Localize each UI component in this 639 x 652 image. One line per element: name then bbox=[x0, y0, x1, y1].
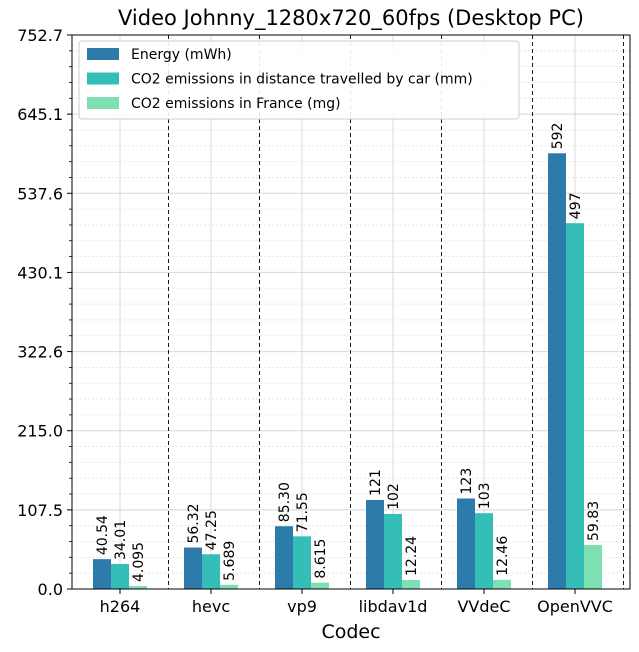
y-tick-label: 322.6 bbox=[17, 343, 63, 362]
x-tick-label: hevc bbox=[192, 597, 230, 616]
bar bbox=[275, 526, 293, 589]
data-label: 56.32 bbox=[186, 503, 202, 543]
legend-label: Energy (mWh) bbox=[131, 47, 232, 63]
data-labels: 40.54 56.32 85.30 121 123 592 34.01 47.25 71.55 1… bbox=[95, 123, 602, 582]
bar bbox=[566, 223, 584, 589]
bar bbox=[311, 582, 329, 589]
plot-frame bbox=[71, 34, 631, 590]
bar bbox=[457, 498, 475, 589]
y-axis: 0.0 107.5 215.0 322.6 430.1 537.6 645.1 752.7 bbox=[17, 26, 72, 599]
legend-label: CO2 emissions in distance travelled by c… bbox=[131, 72, 473, 88]
bar bbox=[402, 579, 420, 589]
data-label: 123 bbox=[459, 468, 475, 495]
chart-title: Video Johnny_1280x720_60fps (Desktop PC) bbox=[118, 6, 584, 31]
bar bbox=[220, 584, 238, 589]
bar bbox=[584, 544, 602, 589]
data-label: 497 bbox=[568, 192, 584, 219]
y-tick-label: 0.0 bbox=[38, 580, 63, 599]
legend-swatch bbox=[87, 97, 119, 109]
legend-swatch bbox=[87, 72, 119, 85]
x-tick-label: vp9 bbox=[287, 597, 317, 616]
data-label: 121 bbox=[368, 469, 384, 496]
x-tick-label: libdav1d bbox=[359, 597, 428, 616]
y-tick-label: 430.1 bbox=[17, 263, 63, 282]
legend-box bbox=[78, 40, 520, 120]
category-separators bbox=[168, 35, 624, 589]
bar bbox=[184, 547, 202, 589]
bar bbox=[129, 585, 147, 589]
legend-label: CO2 emissions in France (mg) bbox=[131, 96, 341, 112]
x-tick-label: h264 bbox=[100, 597, 141, 616]
data-label: 85.30 bbox=[277, 482, 293, 522]
data-label: 71.55 bbox=[295, 492, 311, 532]
y-tick-label: 645.1 bbox=[17, 105, 63, 124]
data-label: 592 bbox=[550, 123, 566, 150]
data-label: 4.095 bbox=[131, 542, 147, 582]
bar bbox=[475, 513, 493, 589]
data-label: 59.83 bbox=[586, 501, 602, 541]
legend-swatch bbox=[87, 48, 119, 60]
bar bbox=[493, 579, 511, 589]
bar bbox=[384, 513, 402, 589]
x-axis: h264 hevc vp9 libdav1d VVdeC OpenVVC bbox=[100, 589, 613, 616]
bar bbox=[202, 554, 220, 589]
y-tick-label: 107.5 bbox=[17, 501, 63, 520]
y-tick-label: 215.0 bbox=[17, 422, 63, 441]
bars bbox=[93, 153, 602, 589]
data-label: 12.24 bbox=[404, 536, 420, 576]
y-tick-label: 537.6 bbox=[17, 184, 63, 203]
data-label: 102 bbox=[386, 483, 402, 510]
x-axis-title: Codec bbox=[321, 621, 380, 643]
bar bbox=[293, 536, 311, 589]
x-tick-label: VVdeC bbox=[457, 597, 510, 616]
data-label: 34.01 bbox=[113, 520, 129, 560]
data-label: 47.25 bbox=[204, 510, 220, 550]
data-label: 40.54 bbox=[95, 515, 111, 555]
x-tick-label: OpenVVC bbox=[537, 597, 613, 616]
y-tick-label: 752.7 bbox=[17, 26, 63, 45]
data-label: 103 bbox=[477, 482, 493, 509]
bar bbox=[93, 559, 111, 589]
bar bbox=[366, 499, 384, 589]
data-label: 8.615 bbox=[313, 539, 329, 579]
data-label: 5.689 bbox=[222, 541, 238, 581]
legend: Energy (mWh) CO2 emissions in distance tr… bbox=[78, 40, 520, 120]
bar bbox=[548, 153, 566, 589]
data-label: 12.46 bbox=[495, 536, 511, 576]
bar bbox=[111, 563, 129, 589]
